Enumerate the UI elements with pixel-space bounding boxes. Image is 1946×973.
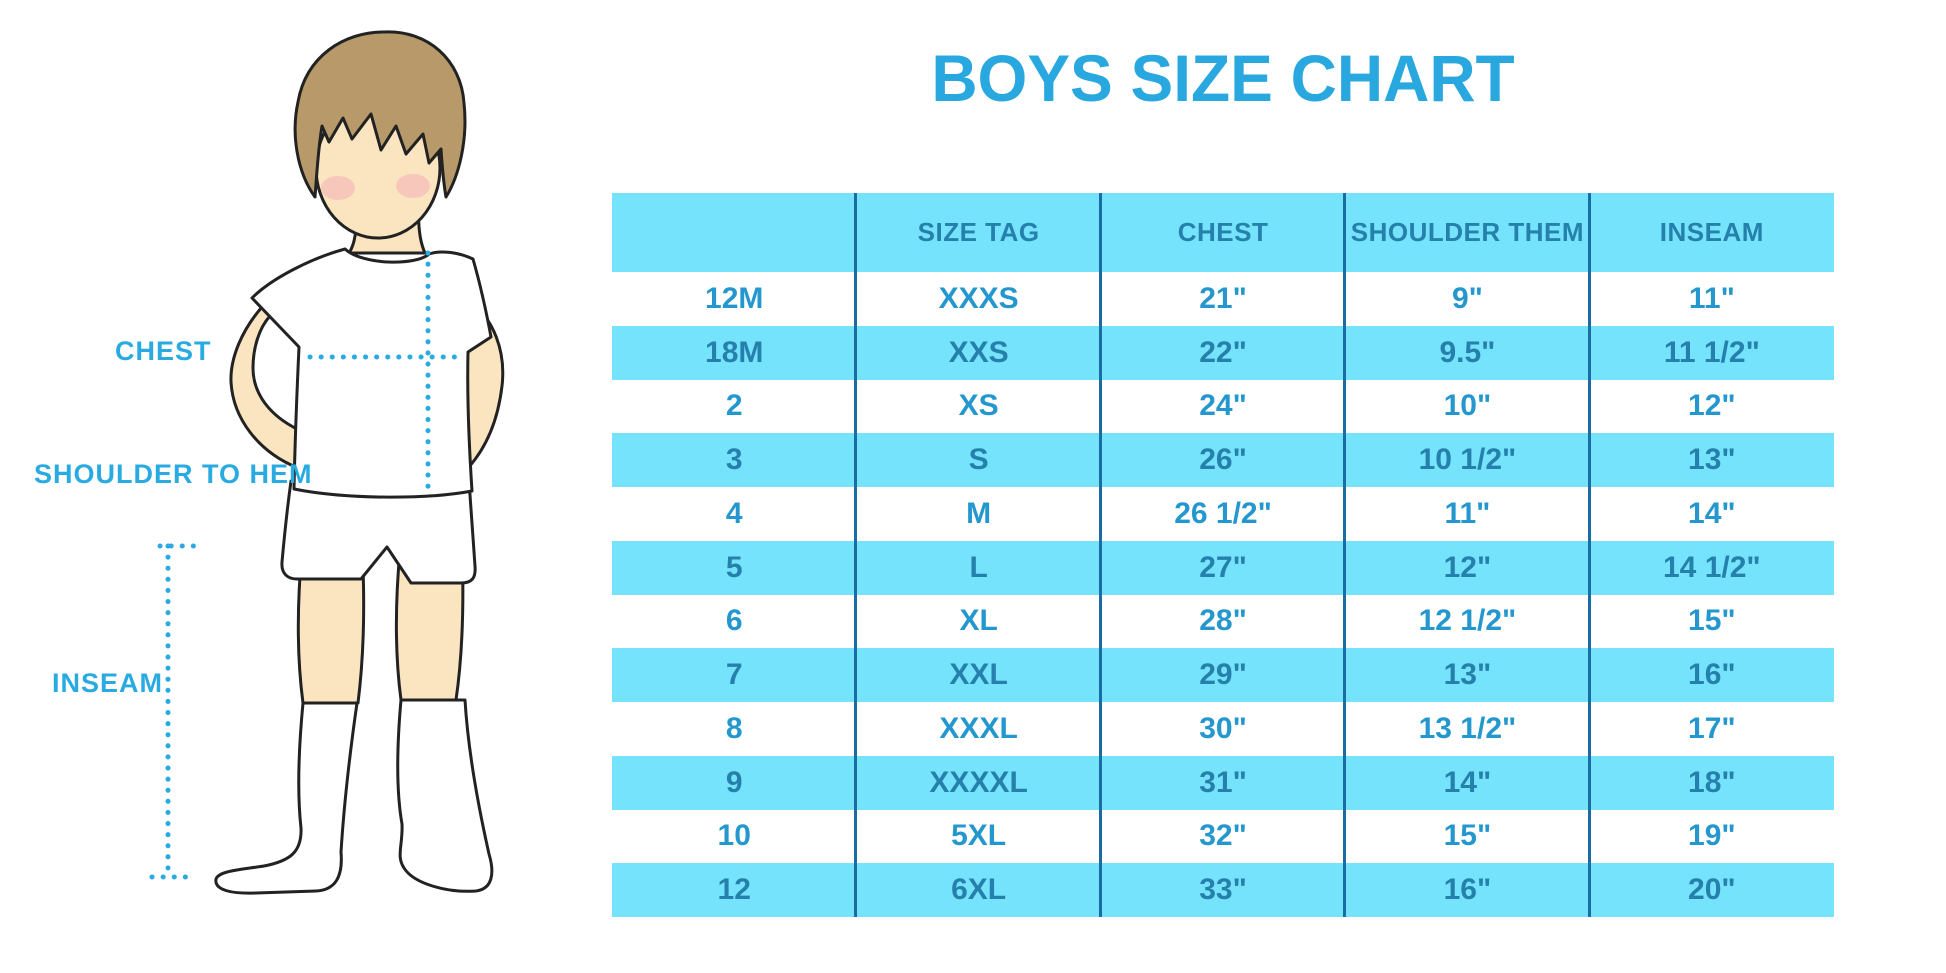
cell-age: 8 <box>725 711 743 745</box>
cell-size-tag: 6XL <box>951 873 1007 907</box>
table-row: 5 L 27" 12" 14 1/2" <box>612 540 1834 595</box>
cell-size-tag: XXS <box>948 335 1009 369</box>
cell-shoulder: 12" <box>1443 550 1492 584</box>
size-table: SIZE TAG CHEST SHOULDER THEM INSEAM 12M … <box>612 193 1834 917</box>
cell-age: 4 <box>725 496 743 530</box>
cell-inseam: 18" <box>1688 765 1736 799</box>
cell-chest: 24" <box>1199 389 1247 423</box>
shoulder-to-hem-label: SHOULDER TO HEM <box>34 459 313 489</box>
cell-shoulder: 13" <box>1443 658 1492 692</box>
boy-right-sock <box>396 698 494 893</box>
table-row: 12 6XL 33" 16" 20" <box>612 863 1834 917</box>
cell-age: 12M <box>705 281 764 315</box>
cell-size-tag: XL <box>959 604 998 638</box>
page-title: BOYS SIZE CHART <box>931 41 1515 115</box>
table-header-row: SIZE TAG CHEST SHOULDER THEM INSEAM <box>612 193 1834 272</box>
cell-inseam: 14 1/2" <box>1663 550 1761 584</box>
cell-chest: 31" <box>1199 765 1247 799</box>
cell-size-tag: XXXXL <box>929 765 1028 799</box>
cell-chest: 21" <box>1199 281 1247 315</box>
cell-shoulder: 12 1/2" <box>1418 604 1517 638</box>
boy-figure-illustration <box>149 30 505 895</box>
table-row: 12M XXXS 21" 9" 11" <box>612 272 1834 326</box>
cell-shoulder: 14" <box>1443 765 1492 799</box>
cell-chest: 27" <box>1199 550 1247 584</box>
header-cell-blank <box>612 193 856 272</box>
cell-inseam: 15" <box>1688 604 1736 638</box>
table-body: 12M XXXS 21" 9" 11" 18M XXS 22" 9.5" 11 … <box>612 272 1834 917</box>
boy-shorts <box>280 479 477 585</box>
cell-inseam: 11 1/2" <box>1663 335 1760 369</box>
boy-tshirt <box>250 247 493 499</box>
table-row: 6 XL 28" 12 1/2" 15" <box>612 594 1834 649</box>
cell-chest: 28" <box>1199 604 1247 638</box>
boy-blush-right <box>396 174 430 198</box>
cell-inseam: 14" <box>1688 496 1736 530</box>
column-divider <box>1098 193 1102 917</box>
cell-inseam: 19" <box>1688 819 1736 853</box>
cell-inseam: 20" <box>1688 873 1736 907</box>
cell-size-tag: M <box>966 496 992 530</box>
cell-age: 9 <box>725 765 743 799</box>
table-row: 7 XXL 29" 13" 16" <box>612 648 1834 702</box>
table-row: 3 S 26" 10 1/2" 13" <box>612 433 1834 487</box>
table-row: 10 5XL 32" 15" 19" <box>612 809 1834 864</box>
cell-inseam: 17" <box>1688 711 1736 745</box>
table-row: 2 XS 24" 10" 12" <box>612 379 1834 434</box>
cell-size-tag: 5XL <box>951 819 1007 853</box>
cell-inseam: 16" <box>1688 658 1736 692</box>
cell-shoulder: 10 1/2" <box>1418 443 1517 477</box>
table-row: 8 XXXL 30" 13 1/2" 17" <box>612 702 1834 756</box>
cell-inseam: 12" <box>1688 389 1736 423</box>
cell-inseam: 13" <box>1688 443 1736 477</box>
cell-inseam: 11" <box>1688 281 1735 315</box>
header-cell-size-tag: SIZE TAG <box>917 217 1040 247</box>
column-divider <box>854 193 858 917</box>
cell-chest: 29" <box>1199 658 1247 692</box>
cell-size-tag: XXL <box>949 658 1008 692</box>
table-row: 18M XXS 22" 9.5" 11 1/2" <box>612 325 1834 380</box>
header-cell-chest: CHEST <box>1177 217 1269 247</box>
cell-size-tag: L <box>969 550 988 584</box>
cell-chest: 22" <box>1199 335 1247 369</box>
cell-size-tag: XXXL <box>939 711 1018 745</box>
header-cell-shoulder: SHOULDER THEM <box>1350 217 1585 247</box>
cell-shoulder: 15" <box>1443 819 1492 853</box>
chest-label: CHEST <box>115 336 212 366</box>
cell-chest: 26" <box>1199 443 1247 477</box>
cell-age: 7 <box>725 658 743 692</box>
cell-age: 10 <box>717 819 751 853</box>
cell-age: 12 <box>717 873 751 907</box>
column-divider <box>1587 193 1591 917</box>
cell-age: 3 <box>725 443 743 477</box>
cell-size-tag: XXXS <box>938 281 1019 315</box>
cell-age: 5 <box>725 550 743 584</box>
cell-chest: 26 1/2" <box>1174 496 1272 530</box>
column-divider <box>1343 193 1347 917</box>
boy-left-sock <box>214 701 359 895</box>
cell-age: 18M <box>705 335 764 369</box>
table-row: 9 XXXXL 31" 14" 18" <box>612 755 1834 810</box>
table-row: 4 M 26 1/2" 11" 14" <box>612 487 1834 541</box>
header-cell-inseam: INSEAM <box>1659 217 1764 247</box>
inseam-label: INSEAM <box>52 668 164 698</box>
boy-hair <box>293 30 467 199</box>
cell-chest: 32" <box>1199 819 1247 853</box>
cell-chest: 33" <box>1199 873 1247 907</box>
cell-chest: 30" <box>1199 711 1247 745</box>
cell-shoulder: 9.5" <box>1439 335 1496 369</box>
cell-size-tag: S <box>968 443 989 477</box>
cell-shoulder: 11" <box>1444 496 1491 530</box>
cell-age: 2 <box>725 389 743 423</box>
cell-age: 6 <box>725 604 743 638</box>
cell-shoulder: 13 1/2" <box>1418 711 1517 745</box>
cell-shoulder: 9" <box>1451 281 1483 315</box>
cell-shoulder: 16" <box>1443 873 1492 907</box>
boy-blush-left <box>321 176 355 200</box>
cell-size-tag: XS <box>958 389 999 423</box>
cell-shoulder: 10" <box>1443 389 1492 423</box>
